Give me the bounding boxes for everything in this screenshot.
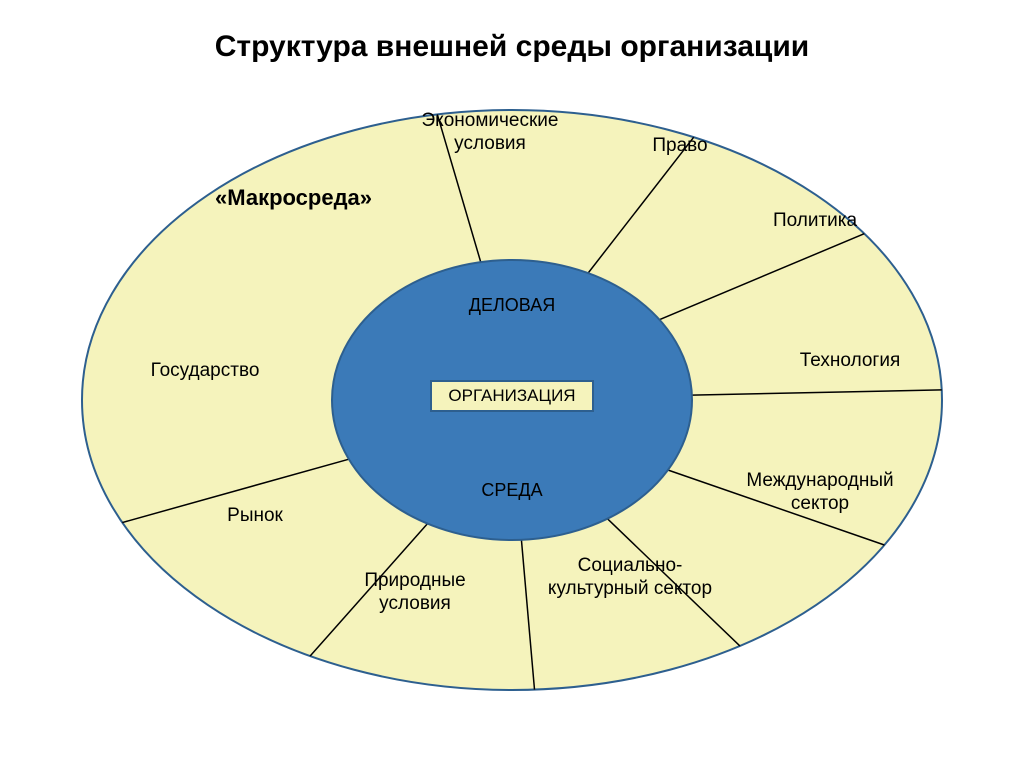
inner-bottom-label: СРЕДА xyxy=(452,480,572,501)
environment-diagram: «Макросреда» ДЕЛОВАЯ СРЕДА ОРГАНИЗАЦИЯ Э… xyxy=(60,90,964,710)
page-title: Структура внешней среды организации xyxy=(0,30,1024,64)
sector-label: Государство xyxy=(130,360,280,383)
sector-label: Право xyxy=(620,135,740,158)
sector-label: Экономические условия xyxy=(400,110,580,156)
organization-box: ОРГАНИЗАЦИЯ xyxy=(430,380,594,412)
sector-label: Технология xyxy=(775,350,925,373)
sector-label: Политика xyxy=(745,210,885,233)
sector-label: Социально-культурный сектор xyxy=(530,555,730,601)
sector-label: Международный сектор xyxy=(720,470,920,516)
inner-top-label: ДЕЛОВАЯ xyxy=(452,295,572,316)
macroenvironment-label: «Макросреда» xyxy=(215,185,372,211)
sector-label: Природные условия xyxy=(330,570,500,616)
sector-label: Рынок xyxy=(195,505,315,528)
